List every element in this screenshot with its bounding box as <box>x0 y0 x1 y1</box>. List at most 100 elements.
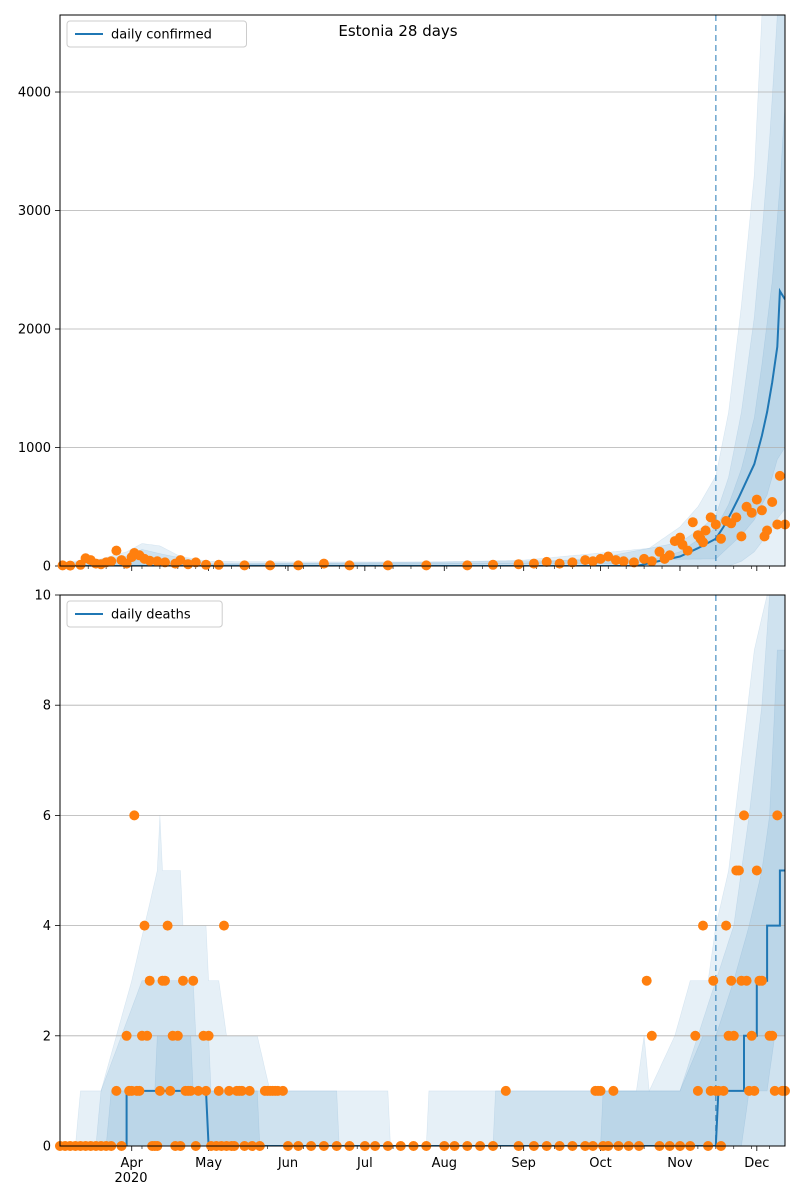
data-point <box>213 1085 224 1096</box>
data-point <box>726 975 737 986</box>
data-point <box>567 557 578 568</box>
data-point <box>165 1085 176 1096</box>
data-point <box>154 1085 165 1096</box>
data-point <box>462 560 473 571</box>
data-point <box>185 1085 196 1096</box>
data-point <box>500 1085 511 1096</box>
band-3 <box>60 103 785 566</box>
data-point <box>554 558 565 569</box>
data-point <box>762 525 773 536</box>
data-point <box>160 975 170 986</box>
data-point <box>318 558 329 569</box>
x-tick-label: Apr <box>120 1156 143 1171</box>
data-point <box>628 557 639 568</box>
data-point <box>749 1085 760 1096</box>
data-point <box>618 556 629 567</box>
y-tick-label: 4000 <box>18 86 51 101</box>
x-tick-label: Sep <box>511 1156 536 1171</box>
data-point <box>382 560 393 571</box>
data-point <box>772 519 783 530</box>
data-point <box>610 555 621 566</box>
data-point <box>654 546 665 557</box>
band-2 <box>60 15 785 566</box>
data-point <box>716 533 726 544</box>
data-point <box>139 920 150 931</box>
data-point <box>639 553 650 564</box>
panel-2: 0 2 4 6 8 10 Apr May Jun Jul Aug Sep Oct Nov Dec daily … <box>34 589 790 1171</box>
panel-1: 0 1000 2000 3000 4000 daily confirmed <box>18 14 790 575</box>
data-point <box>708 975 719 986</box>
legend: daily confirmed <box>66 20 247 48</box>
data-point <box>344 560 355 571</box>
data-point <box>664 550 675 561</box>
data-point <box>111 545 122 556</box>
legend-label: daily confirmed <box>111 28 212 43</box>
data-point <box>190 557 201 568</box>
y-tick-label: 1000 <box>18 441 51 456</box>
data-point <box>201 559 211 570</box>
y-tick-label: 3000 <box>18 204 51 219</box>
y-tick-label: 0 <box>43 1140 51 1155</box>
y-tick-label: 8 <box>43 699 51 714</box>
data-point <box>769 1085 780 1096</box>
data-point <box>705 512 716 523</box>
uncertainty-bands <box>60 15 785 566</box>
data-point <box>728 1030 739 1041</box>
x-tick-label: Aug <box>432 1156 457 1171</box>
data-point <box>129 810 140 821</box>
chart-title: Estonia 28 days <box>338 22 457 40</box>
y-tick-label: 4 <box>43 919 51 934</box>
data-point <box>203 1030 214 1041</box>
data-point <box>144 555 155 566</box>
data-point <box>736 531 747 542</box>
data-point <box>178 975 188 986</box>
data-point <box>687 517 698 528</box>
data-point <box>201 1085 211 1096</box>
data-point <box>541 556 552 567</box>
data-point <box>244 1085 255 1096</box>
data-point <box>767 1030 778 1041</box>
data-point <box>641 975 652 986</box>
data-point <box>162 920 173 931</box>
y-tick-label: 6 <box>43 809 51 824</box>
series-line <box>60 287 785 566</box>
data-point <box>767 497 778 507</box>
data-point <box>188 975 199 986</box>
data-point <box>580 555 591 566</box>
x-tick-label: May <box>195 1156 222 1171</box>
data-point <box>751 494 762 505</box>
uncertainty-bands <box>60 595 785 1146</box>
data-point <box>746 1030 757 1041</box>
legend: daily deaths <box>66 600 223 628</box>
data-point <box>731 512 742 523</box>
data-point <box>265 560 276 571</box>
year-label: 2020 <box>114 1171 147 1186</box>
data-point <box>692 1085 703 1096</box>
data-point <box>595 1085 606 1096</box>
data-point <box>134 1085 145 1096</box>
data-point <box>774 470 785 481</box>
data-point <box>733 865 744 876</box>
axes-frame <box>59 14 786 567</box>
data-point <box>646 556 657 567</box>
data-point <box>172 1030 183 1041</box>
data-point <box>277 1085 288 1096</box>
data-point <box>603 551 614 562</box>
legend-box <box>66 20 247 48</box>
data-point <box>751 865 762 876</box>
data-point <box>488 559 498 570</box>
data-point <box>175 555 186 566</box>
data-point <box>236 1085 247 1096</box>
data-point <box>756 975 767 986</box>
legend-label: daily deaths <box>111 608 191 623</box>
data-point <box>513 559 524 570</box>
data-point <box>224 1085 235 1096</box>
data-point <box>646 1030 657 1041</box>
data-point <box>756 505 767 516</box>
data-point <box>183 559 194 570</box>
x-tick-label: Jul <box>356 1156 373 1171</box>
y-tick-label: 2 <box>43 1029 51 1044</box>
observed-points <box>55 810 790 1151</box>
band-1 <box>60 15 785 566</box>
data-point <box>144 975 155 986</box>
